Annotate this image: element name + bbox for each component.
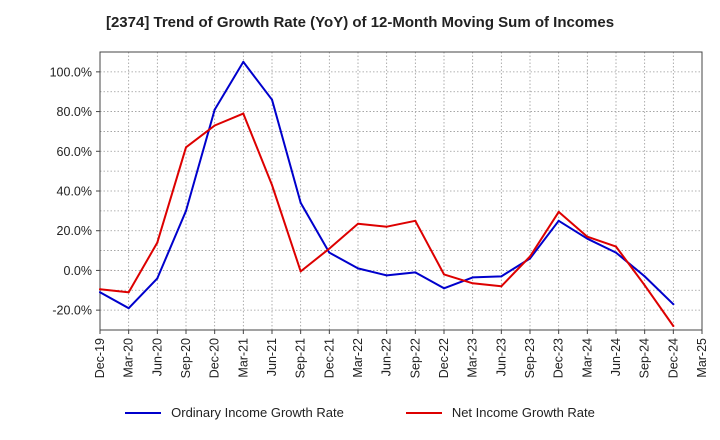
- x-tick-label: Mar-21: [236, 338, 250, 378]
- data-point: [557, 219, 560, 222]
- data-point: [328, 247, 331, 250]
- data-point: [99, 291, 101, 294]
- x-tick-label: Dec-22: [437, 338, 451, 378]
- y-tick-label: 60.0%: [57, 145, 92, 159]
- data-point: [271, 184, 273, 187]
- data-point: [357, 267, 359, 270]
- x-tick-label: Mar-23: [466, 338, 480, 378]
- data-point: [414, 219, 417, 222]
- x-tick-label: Sep-24: [638, 338, 652, 378]
- data-point: [500, 275, 503, 278]
- x-tick-label: Sep-23: [523, 338, 537, 378]
- legend-item-net-income: Net Income Growth Rate: [405, 405, 595, 420]
- data-point: [156, 277, 159, 280]
- x-tick-label: Dec-23: [552, 338, 566, 378]
- x-tick-label: Dec-24: [666, 338, 680, 378]
- data-point: [615, 251, 617, 254]
- x-tick-label: Mar-22: [351, 338, 365, 378]
- data-point: [586, 235, 589, 238]
- data-point: [185, 209, 187, 212]
- data-point: [213, 124, 216, 127]
- data-point: [414, 271, 417, 274]
- y-tick-label: 80.0%: [57, 105, 92, 119]
- x-tick-label: Mar-25: [695, 338, 709, 378]
- data-point: [213, 108, 216, 111]
- data-point: [615, 245, 617, 248]
- x-tick-label: Sep-20: [179, 338, 193, 378]
- x-tick-label: Dec-21: [322, 338, 336, 378]
- data-point: [643, 284, 646, 287]
- data-point: [471, 276, 474, 279]
- y-tick-label: 0.0%: [64, 264, 93, 278]
- data-point: [672, 325, 675, 328]
- data-point: [443, 273, 445, 276]
- data-point: [529, 255, 531, 258]
- data-point: [672, 303, 675, 306]
- data-point: [557, 210, 560, 213]
- data-point: [185, 146, 187, 149]
- x-tick-label: Jun-24: [609, 338, 623, 376]
- legend-label-ordinary-income: Ordinary Income Growth Rate: [171, 405, 344, 420]
- data-point: [500, 285, 503, 288]
- y-tick-label: 40.0%: [57, 185, 92, 199]
- y-tick-label: 100.0%: [50, 65, 92, 79]
- data-point: [242, 112, 245, 115]
- data-point: [385, 274, 388, 277]
- data-point: [299, 201, 302, 204]
- y-tick-label: 20.0%: [57, 224, 92, 238]
- data-point: [127, 291, 130, 294]
- x-tick-label: Mar-20: [122, 338, 136, 378]
- data-point: [357, 222, 359, 225]
- data-point: [156, 241, 159, 244]
- x-tick-label: Jun-23: [494, 338, 508, 376]
- data-point: [328, 251, 331, 254]
- x-tick-label: Dec-20: [208, 338, 222, 378]
- legend-item-ordinary-income: Ordinary Income Growth Rate: [125, 405, 344, 420]
- legend: Ordinary Income Growth Rate Net Income G…: [0, 405, 720, 420]
- data-point: [299, 270, 302, 273]
- x-tick-label: Jun-22: [380, 338, 394, 376]
- x-tick-label: Sep-22: [408, 338, 422, 378]
- legend-label-net-income: Net Income Growth Rate: [451, 405, 595, 420]
- data-point: [99, 288, 101, 291]
- data-point: [127, 307, 130, 310]
- data-point: [271, 98, 273, 101]
- legend-swatch-net-income: [405, 411, 442, 414]
- y-tick-label: -20.0%: [52, 304, 92, 318]
- data-point: [385, 225, 388, 228]
- x-tick-label: Dec-19: [93, 338, 107, 378]
- data-point: [242, 60, 245, 63]
- data-point: [443, 287, 445, 290]
- legend-swatch-ordinary-income: [125, 411, 162, 414]
- data-point: [471, 282, 474, 285]
- x-tick-label: Mar-24: [580, 338, 594, 378]
- x-tick-label: Sep-21: [294, 338, 308, 378]
- data-point: [586, 237, 589, 240]
- chart-title: [2374] Trend of Growth Rate (YoY) of 12-…: [105, 14, 615, 31]
- x-tick-label: Jun-21: [265, 338, 279, 376]
- data-point: [643, 275, 646, 278]
- x-tick-label: Jun-20: [150, 338, 164, 376]
